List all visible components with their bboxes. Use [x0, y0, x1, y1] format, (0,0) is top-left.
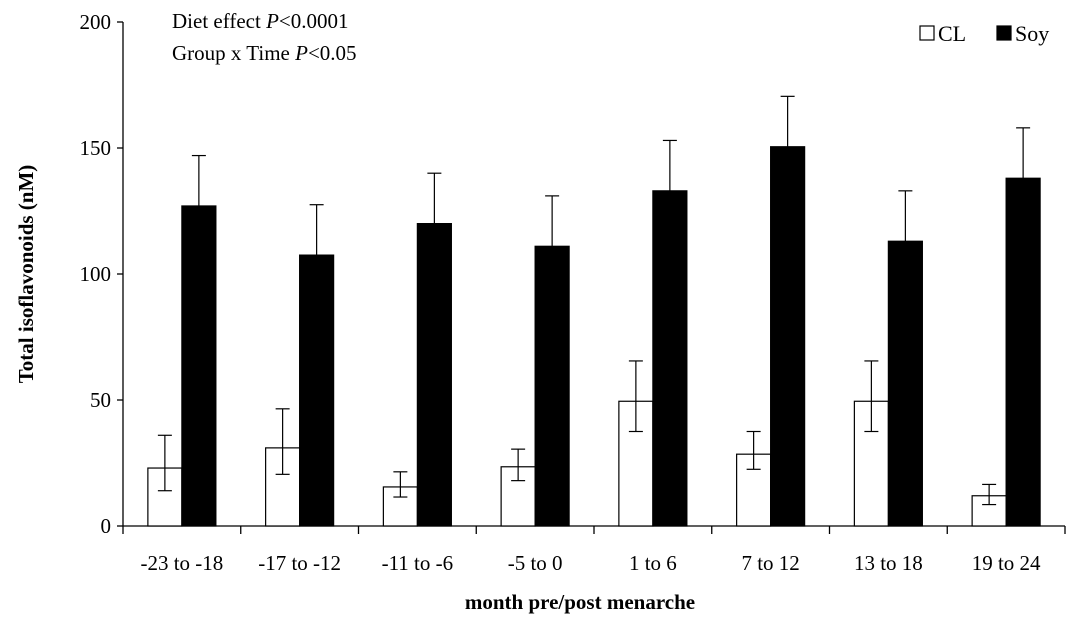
bar-soy — [416, 223, 452, 527]
y-axis-label: Total isoflavonoids (nM) — [14, 165, 38, 384]
annotation-diet-effect: Diet effect P<0.0001 — [172, 9, 348, 33]
legend: CL Soy — [919, 21, 1049, 46]
bar-soy — [181, 205, 217, 527]
y-tick-label: 0 — [101, 514, 112, 538]
x-tick-label: -17 to -12 — [258, 551, 341, 575]
bar-soy — [770, 146, 806, 527]
bar-soy — [1005, 177, 1041, 527]
y-tick-label: 50 — [90, 388, 111, 412]
y-tick-label: 100 — [80, 262, 112, 286]
x-tick-label: 7 to 12 — [741, 551, 799, 575]
x-tick-label: 19 to 24 — [972, 551, 1041, 575]
legend-label-cl: CL — [938, 21, 966, 46]
legend-label-soy: Soy — [1015, 21, 1049, 46]
x-tick-label: -23 to -18 — [140, 551, 223, 575]
x-tick-label: -11 to -6 — [382, 551, 454, 575]
annotation-group-time: Group x Time P<0.05 — [172, 41, 357, 65]
bar-soy — [887, 240, 923, 527]
x-tick-label: 1 to 6 — [629, 551, 677, 575]
labels: 0 50 100 150 200 -23 to -18 -17 to -12 -11 to -… — [80, 10, 1042, 575]
legend-swatch-cl — [919, 25, 935, 41]
y-tick-label: 150 — [80, 136, 112, 160]
bar-cl — [147, 467, 183, 527]
bars — [147, 95, 1041, 527]
x-axis-label: month pre/post menarche — [465, 590, 695, 614]
bar-soy — [652, 190, 688, 527]
bar-soy — [534, 245, 570, 527]
y-tick-label: 200 — [80, 10, 112, 34]
legend-swatch-soy — [996, 25, 1012, 41]
x-tick-label: 13 to 18 — [854, 551, 923, 575]
x-tick-label: -5 to 0 — [508, 551, 563, 575]
bar-soy — [299, 254, 335, 527]
